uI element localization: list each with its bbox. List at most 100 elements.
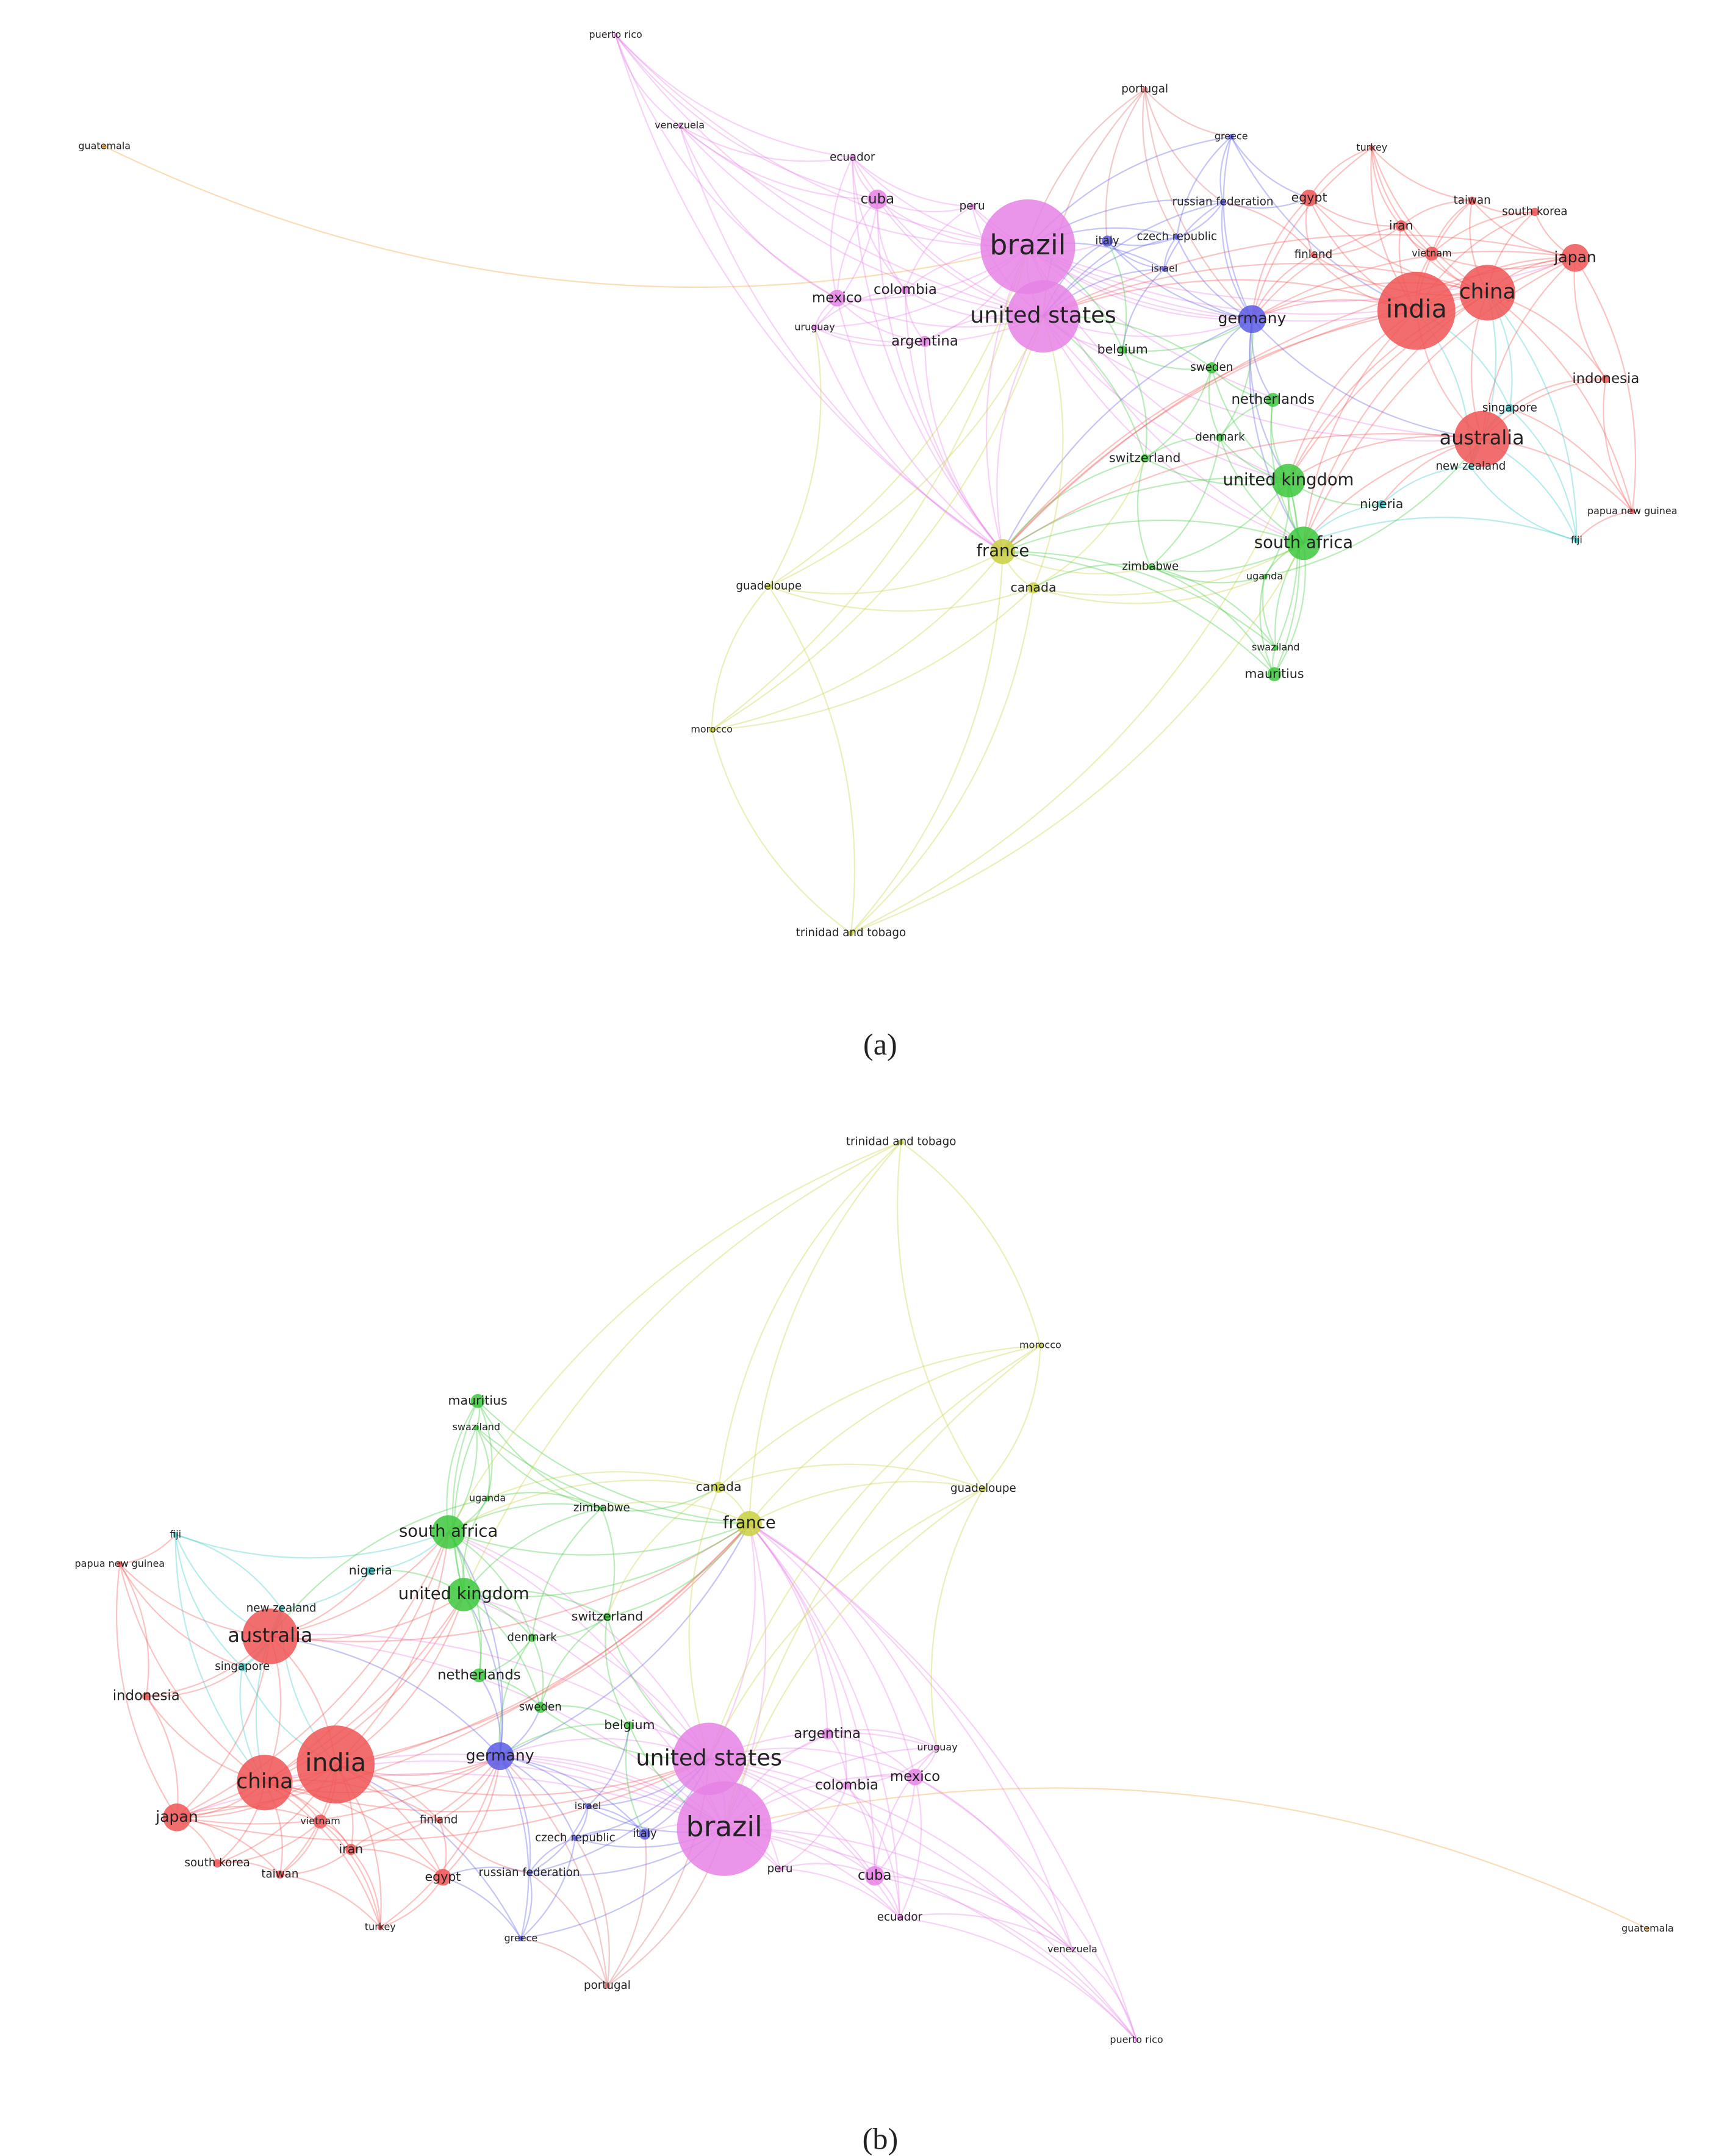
edge	[1002, 318, 1252, 553]
edge	[1219, 437, 1304, 544]
edge	[679, 125, 838, 299]
node-label: germany	[466, 1746, 534, 1764]
edge	[982, 1345, 1041, 1489]
node-label: zimbabwe	[1122, 560, 1179, 573]
edge	[119, 1564, 265, 1783]
node	[848, 930, 854, 936]
node	[237, 1755, 293, 1811]
edge	[1262, 576, 1277, 648]
edge	[601, 1500, 750, 1525]
node	[434, 1869, 451, 1886]
edge	[448, 1503, 602, 1533]
edge	[914, 1776, 1138, 2041]
edge	[688, 1487, 720, 1760]
node	[213, 1859, 222, 1868]
edge	[749, 1480, 984, 1525]
node-label: guadeloupe	[736, 580, 802, 593]
edge	[877, 199, 1004, 553]
edge	[615, 35, 838, 299]
node-label: venezuela	[1047, 1943, 1097, 1955]
node	[1468, 196, 1477, 206]
edge	[1150, 542, 1304, 573]
node	[1216, 433, 1224, 442]
edge	[749, 1523, 916, 1777]
edge	[1043, 315, 1289, 482]
edge	[500, 1523, 750, 1757]
edge	[1002, 457, 1145, 553]
edge	[1574, 257, 1637, 512]
node-label: brazil	[989, 229, 1066, 261]
edge	[749, 1523, 901, 1918]
node	[1273, 645, 1279, 651]
node-label: swaziland	[453, 1421, 500, 1433]
edge	[814, 289, 906, 328]
node-label: papua new guinea	[1587, 505, 1678, 517]
edge	[587, 1725, 631, 1807]
edge	[1027, 246, 1417, 322]
node-label: mexico	[812, 290, 862, 306]
node	[486, 1742, 514, 1771]
edge	[1309, 197, 1401, 227]
edge	[281, 1570, 372, 1610]
node	[677, 1781, 772, 1876]
edge	[1122, 349, 1212, 370]
node	[296, 1725, 375, 1803]
edge	[768, 327, 822, 587]
edge	[463, 1594, 709, 1760]
edge	[499, 1723, 630, 1757]
node-label: uruguay	[917, 1741, 957, 1753]
edge	[176, 1805, 321, 1822]
edge	[679, 125, 1044, 317]
edge	[438, 1819, 447, 1878]
node	[1573, 537, 1579, 543]
edge	[540, 1705, 630, 1727]
node-label: new zealand	[246, 1602, 317, 1614]
edge	[475, 1427, 490, 1499]
node-label: czech republic	[1136, 231, 1216, 243]
edge	[119, 1563, 243, 1668]
edge	[145, 1696, 179, 1818]
node	[604, 1983, 610, 1989]
edge	[463, 1594, 541, 1708]
node-label: belgium	[604, 1717, 655, 1732]
node-label: new zealand	[1435, 460, 1506, 473]
edge	[176, 1816, 281, 1875]
node-label: fiji	[170, 1528, 181, 1540]
node	[777, 1866, 783, 1872]
edge	[479, 1674, 541, 1708]
edge	[279, 1874, 381, 1928]
edge	[749, 1141, 902, 1524]
edge	[487, 1471, 719, 1500]
edge	[1144, 88, 1232, 138]
node-label: turkey	[365, 1921, 396, 1933]
edge	[1163, 236, 1178, 270]
node	[431, 1515, 465, 1549]
edge	[463, 1141, 902, 1595]
edge	[453, 1427, 477, 1595]
edge	[463, 1507, 602, 1596]
edge	[477, 1400, 493, 1499]
edge	[574, 1838, 610, 1986]
edge	[350, 1819, 439, 1850]
node-label: egypt	[425, 1869, 461, 1884]
edge	[442, 1756, 501, 1878]
edge	[448, 1141, 902, 1533]
edge	[876, 199, 906, 290]
edge	[1150, 566, 1275, 675]
node-label: germany	[1218, 309, 1287, 327]
edge	[679, 125, 1004, 553]
edge	[836, 298, 925, 342]
node-label: taiwan	[261, 1868, 298, 1880]
edge	[1107, 240, 1165, 270]
node	[1140, 454, 1149, 463]
node	[736, 1511, 762, 1536]
edge	[1033, 564, 1151, 589]
node	[1369, 145, 1375, 151]
edge	[1481, 257, 1576, 439]
node-label: italy	[633, 1827, 656, 1840]
edge	[1275, 480, 1299, 648]
edge	[575, 1806, 589, 1839]
node	[472, 1668, 486, 1683]
edge	[606, 1834, 647, 1986]
edge	[749, 1523, 1074, 1950]
